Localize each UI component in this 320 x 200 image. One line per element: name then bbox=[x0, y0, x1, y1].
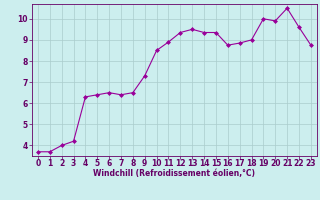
X-axis label: Windchill (Refroidissement éolien,°C): Windchill (Refroidissement éolien,°C) bbox=[93, 169, 255, 178]
